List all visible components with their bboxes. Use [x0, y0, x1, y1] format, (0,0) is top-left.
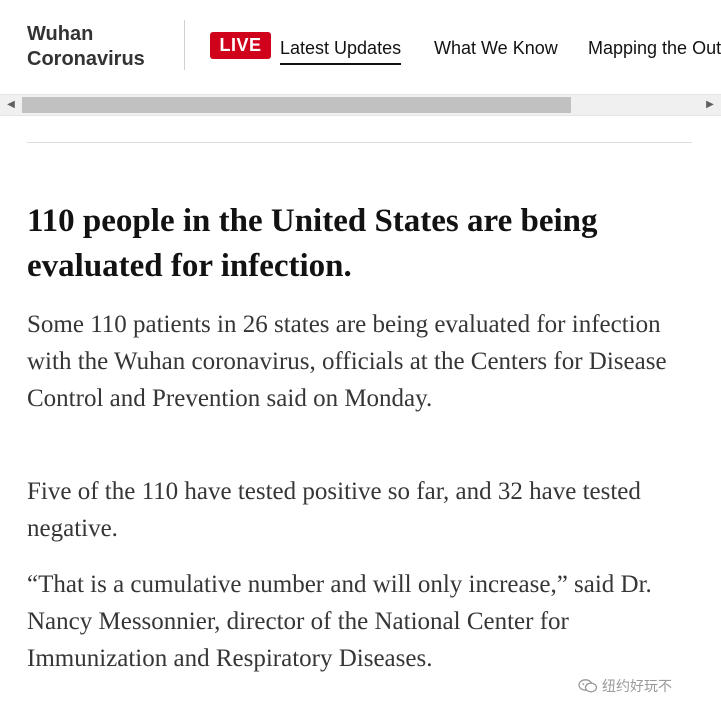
brand-line-2: Coronavirus: [27, 48, 145, 70]
scroll-left-arrow-icon[interactable]: ◀: [7, 99, 15, 110]
nav-divider: [184, 20, 185, 70]
scrollbar-thumb[interactable]: [22, 97, 571, 113]
horizontal-scrollbar[interactable]: ◀ ▶: [0, 94, 721, 116]
live-badge: LIVE: [210, 32, 271, 59]
article-paragraph: “That is a cumulative number and will on…: [27, 571, 652, 672]
wechat-icon: [578, 679, 598, 693]
brand-line-1: Wuhan: [27, 23, 94, 45]
article-paragraph: Some 110 patients in 26 states are being…: [27, 311, 667, 412]
nav-link-latest-updates[interactable]: Latest Updates: [280, 37, 402, 65]
nav-link-mapping-the-outbreak[interactable]: Mapping the Outbreak: [588, 38, 721, 58]
article-paragraph: Five of the 110 have tested positive so …: [27, 478, 641, 542]
section-brand[interactable]: Wuhan Coronavirus: [27, 22, 145, 72]
article-headline: 110 people in the United States are bein…: [27, 203, 598, 284]
watermark: 纽约好玩不: [578, 676, 672, 698]
scroll-right-arrow-icon[interactable]: ▶: [706, 99, 714, 110]
section-divider: [27, 142, 692, 143]
nav-link-what-we-know[interactable]: What We Know: [434, 38, 558, 58]
section-nav: Wuhan Coronavirus LIVE Latest Updates Wh…: [0, 0, 721, 94]
watermark-text: 纽约好玩不: [602, 679, 672, 695]
